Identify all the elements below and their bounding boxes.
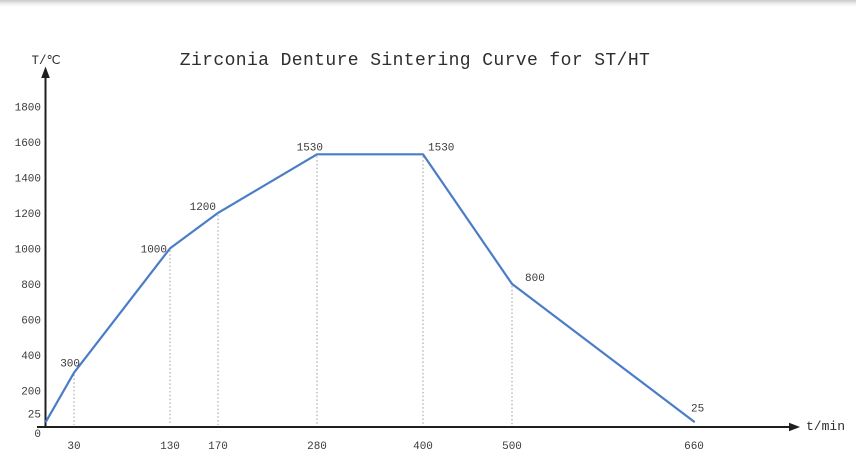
point-label-t280: 1530	[297, 142, 323, 154]
y-axis-label: T/℃	[31, 54, 61, 68]
sintering-curve	[44, 153, 696, 423]
y-tick-label-0: 0	[34, 429, 41, 441]
point-label-t30: 300	[60, 359, 80, 371]
x-tick-label-30: 30	[67, 441, 80, 453]
y-axis-arrow-icon	[41, 66, 50, 78]
y-tick-label-1400: 1400	[15, 173, 41, 185]
x-tick-label-130: 130	[160, 441, 180, 453]
x-tick-label-280: 280	[307, 441, 327, 453]
y-tick-label-800: 800	[21, 280, 41, 292]
x-tick-label-660: 660	[684, 441, 704, 453]
chart-title: Zirconia Denture Sintering Curve for ST/…	[179, 51, 651, 71]
point-label-t170: 1200	[190, 202, 216, 214]
y-tick-label-600: 600	[21, 315, 41, 327]
y-tick-label-200: 200	[21, 387, 41, 399]
y-tick-label-1200: 1200	[15, 209, 41, 221]
y-tick-label-1000: 1000	[15, 244, 41, 256]
point-label-t500: 800	[525, 273, 545, 285]
y-tick-label-400: 400	[21, 351, 41, 363]
x-axis-arrow-icon	[789, 422, 800, 432]
x-tick-label-500: 500	[502, 441, 522, 453]
y-tick-label-1600: 1600	[15, 138, 41, 150]
point-label-t130: 1000	[141, 244, 167, 256]
y-tick-label-1800: 1800	[15, 102, 41, 114]
point-label-t400: 1530	[428, 142, 454, 154]
x-tick-label-400: 400	[413, 441, 433, 453]
y-tick-label-25: 25	[28, 410, 41, 422]
x-axis-label: t/min	[806, 419, 846, 434]
x-tick-label-170: 170	[208, 441, 228, 453]
point-label-t660: 25	[691, 404, 704, 416]
top-edge-shadow	[0, 0, 856, 7]
